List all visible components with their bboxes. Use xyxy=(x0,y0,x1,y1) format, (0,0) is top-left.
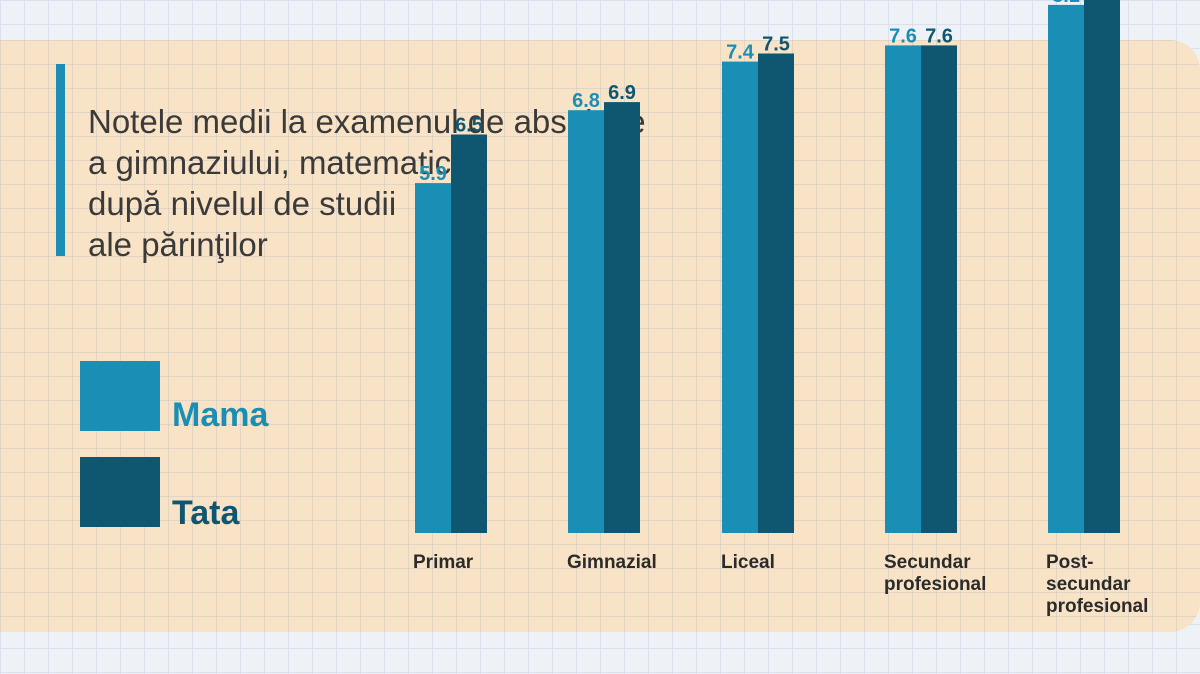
bar-tata xyxy=(758,53,794,533)
bar-value-label: 6.8 xyxy=(572,90,600,112)
category-label: Primar xyxy=(413,552,474,573)
legend-swatch-mama xyxy=(80,361,160,431)
bar-mama xyxy=(568,110,604,533)
bar-value-label: 7.5 xyxy=(762,34,790,56)
chart-title-line: Notele medii la examenul de absolvire xyxy=(88,103,646,140)
title-accent-bar xyxy=(56,64,65,256)
bar-tata xyxy=(451,134,487,533)
bar-value-label: 7.6 xyxy=(889,25,917,47)
bar-tata xyxy=(1084,0,1120,534)
bar-mama xyxy=(722,61,758,533)
bar-tata xyxy=(604,102,640,533)
legend-swatch-tata xyxy=(80,457,160,527)
category-label: Gimnazial xyxy=(567,552,657,573)
bar-mama xyxy=(885,45,921,534)
bar-value-label: 5.9 xyxy=(419,163,447,185)
category-label: Liceal xyxy=(721,552,775,573)
bar-value-label: 7.4 xyxy=(726,42,755,64)
bar-mama xyxy=(415,183,451,533)
chart-title-line: a gimnaziului, matematica, xyxy=(88,144,479,181)
chart-title: Notele medii la examenul de absolvire a … xyxy=(88,101,748,265)
bar-value-label: 8.1 xyxy=(1052,0,1080,7)
bar-value-label: 6.5 xyxy=(455,115,483,137)
bar-mama xyxy=(1048,4,1084,533)
bar-value-label: 7.6 xyxy=(925,25,953,47)
legend-label-mama: Mama xyxy=(172,396,269,434)
bar-tata xyxy=(921,45,957,534)
bar-value-label: 6.9 xyxy=(608,82,636,104)
category-label: Secundar xyxy=(884,552,971,573)
category-label: profesional xyxy=(1046,596,1148,617)
chart-title-line: după nivelul de studii xyxy=(88,185,397,222)
category-label: Post- xyxy=(1046,552,1094,573)
category-label: secundar xyxy=(1046,574,1131,595)
legend-label-tata: Tata xyxy=(172,494,240,532)
category-label: profesional xyxy=(884,574,986,595)
chart-title-line: ale părinţilor xyxy=(88,226,268,263)
